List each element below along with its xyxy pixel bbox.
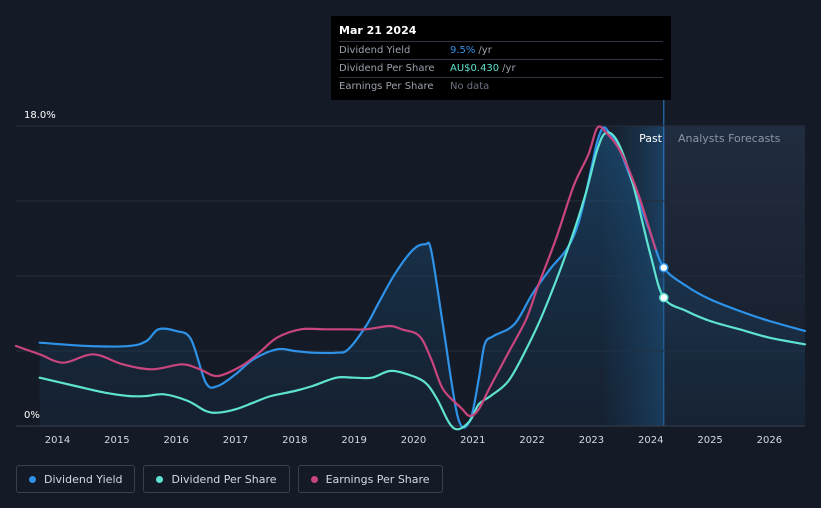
legend-item-dividend-yield[interactable]: Dividend Yield <box>16 465 136 493</box>
legend-item-earnings-per-share[interactable]: Earnings Per Share <box>297 465 443 493</box>
tooltip-row-earnings-per-share: Earnings Per Share No data <box>339 77 663 95</box>
dividend-per-share-marker <box>659 292 669 303</box>
past-region-label: Past <box>639 132 663 145</box>
forecast-region-label: Analysts Forecasts <box>678 132 781 145</box>
x-tick-label: 2016 <box>163 435 188 446</box>
legend-label: Earnings Per Share <box>325 472 430 486</box>
legend: Dividend Yield Dividend Per Share Earnin… <box>16 465 443 493</box>
tooltip-label: Dividend Yield <box>339 45 411 56</box>
legend-label: Dividend Yield <box>44 472 123 486</box>
x-tick-label: 2019 <box>341 435 366 446</box>
dividend-yield-marker <box>659 262 669 273</box>
tooltip-value: 9.5% <box>450 45 476 56</box>
x-tick-label: 2023 <box>579 435 604 446</box>
tooltip-date: Mar 21 2024 <box>339 24 417 37</box>
tooltip-value: No data <box>450 81 490 92</box>
y-tick-label: 0% <box>24 410 40 421</box>
x-tick-label: 2014 <box>45 435 70 446</box>
x-tick-label: 2018 <box>282 435 307 446</box>
tooltip-label: Earnings Per Share <box>339 81 434 92</box>
tooltip: Mar 21 2024 Dividend Yield 9.5% /yr Divi… <box>331 16 671 100</box>
tooltip-row-dividend-yield: Dividend Yield 9.5% /yr <box>339 41 663 59</box>
tooltip-label: Dividend Per Share <box>339 63 435 74</box>
y-tick-label: 18.0% <box>24 110 56 121</box>
x-tick-label: 2017 <box>223 435 248 446</box>
x-tick-label: 2020 <box>401 435 426 446</box>
earnings-per-share-dot-icon <box>310 475 318 483</box>
x-tick-label: 2021 <box>460 435 485 446</box>
tooltip-value: AU$0.430 <box>450 63 500 74</box>
dividend-per-share-line <box>38 131 807 431</box>
x-tick-label: 2026 <box>757 435 782 446</box>
dividend-per-share-dot-icon <box>156 475 164 483</box>
legend-label: Dividend Per Share <box>171 472 277 486</box>
dividend-yield-dot-icon <box>29 475 36 483</box>
tooltip-unit: /yr <box>478 45 492 56</box>
legend-item-dividend-per-share[interactable]: Dividend Per Share <box>143 465 290 493</box>
tooltip-row-dividend-per-share: Dividend Per Share AU$0.430 /yr <box>339 59 663 77</box>
dividend-yield-area <box>39 127 805 428</box>
x-tick-label: 2022 <box>519 435 544 446</box>
tooltip-unit: /yr <box>502 63 516 74</box>
earnings-per-share-line <box>14 125 657 418</box>
x-tick-label: 2025 <box>697 435 722 446</box>
x-tick-label: 2024 <box>638 435 663 446</box>
x-tick-label: 2015 <box>104 435 129 446</box>
